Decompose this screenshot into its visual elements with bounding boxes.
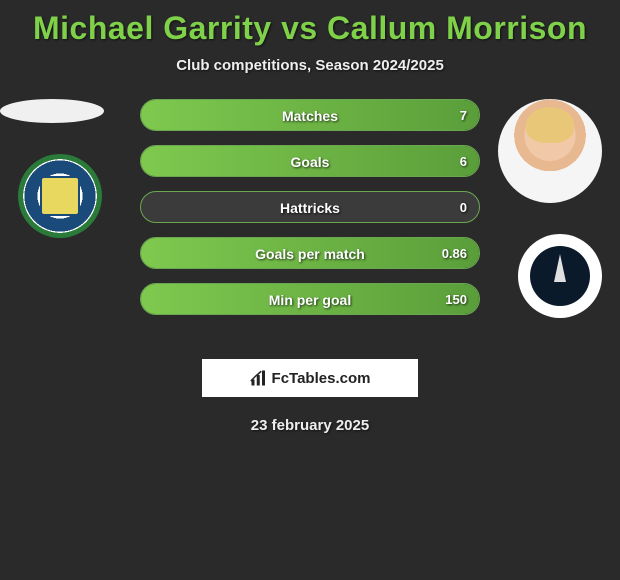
stat-label: Min per goal (141, 284, 479, 314)
comparison-zone: Matches 7 Goals 6 Hattricks 0 Goals per … (0, 99, 620, 359)
logo-text: FcTables.com (272, 370, 371, 387)
stat-row: Hattricks 0 (140, 191, 480, 223)
stat-value-right: 150 (445, 284, 467, 314)
stat-value-right: 6 (460, 146, 467, 176)
stat-row: Matches 7 (140, 99, 480, 131)
subtitle: Club competitions, Season 2024/2025 (0, 57, 620, 74)
player-left-avatar (0, 99, 104, 123)
date-text: 23 february 2025 (0, 417, 620, 434)
club-left-badge (18, 154, 102, 238)
page-title: Michael Garrity vs Callum Morrison (0, 0, 620, 47)
club-right-badge (518, 234, 602, 318)
stat-label: Goals per match (141, 238, 479, 268)
stat-label: Matches (141, 100, 479, 130)
fctables-logo: FcTables.com (202, 359, 418, 397)
stat-label: Goals (141, 146, 479, 176)
stat-label: Hattricks (141, 192, 479, 222)
stat-value-right: 0 (460, 192, 467, 222)
stat-row: Goals per match 0.86 (140, 237, 480, 269)
player-right-avatar (498, 99, 602, 203)
stat-value-right: 0.86 (442, 238, 467, 268)
stat-row: Min per goal 150 (140, 283, 480, 315)
stats-bars: Matches 7 Goals 6 Hattricks 0 Goals per … (140, 99, 480, 329)
chart-icon (250, 369, 268, 387)
stat-row: Goals 6 (140, 145, 480, 177)
stat-value-right: 7 (460, 100, 467, 130)
